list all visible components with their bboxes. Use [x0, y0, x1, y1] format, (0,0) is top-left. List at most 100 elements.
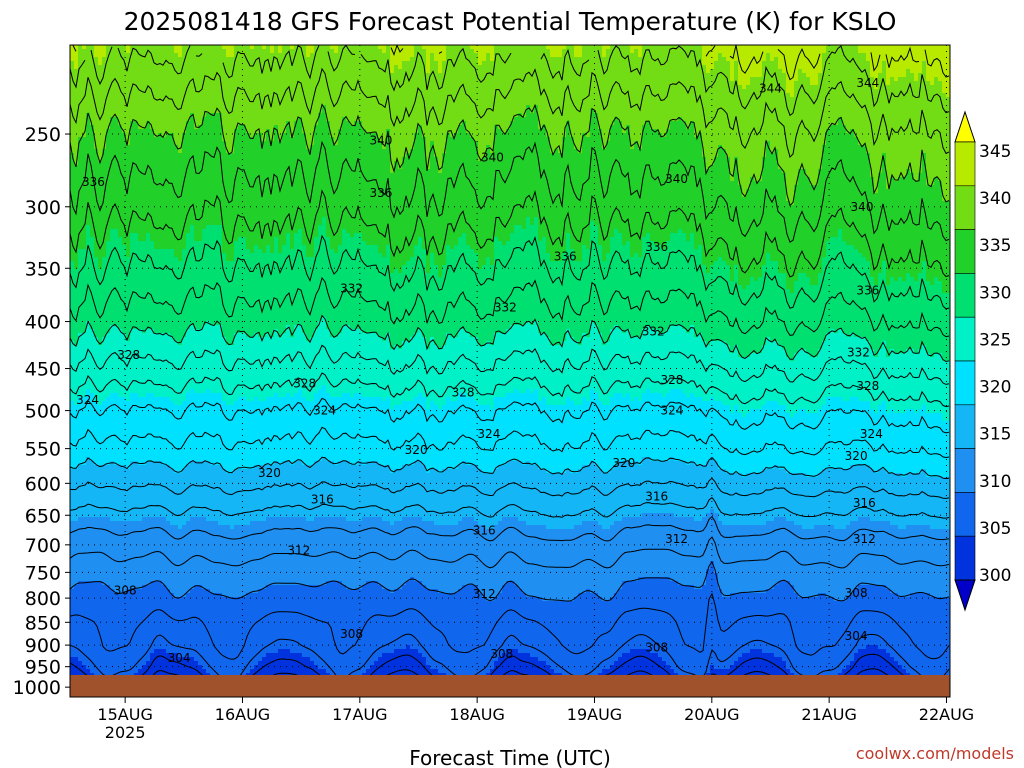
field-cell [294, 121, 302, 125]
field-cell [442, 157, 478, 161]
contour-label: 336 [645, 240, 668, 254]
field-cell [798, 73, 806, 77]
field-cell [70, 469, 174, 473]
field-cell [70, 577, 410, 581]
field-cell [874, 353, 878, 357]
field-cell [654, 241, 666, 245]
field-cell [106, 241, 122, 245]
field-cell [926, 273, 950, 277]
field-cell [546, 129, 566, 133]
field-cell [718, 573, 950, 577]
field-cell [798, 169, 806, 173]
field-cell [478, 521, 498, 525]
field-cell [630, 145, 634, 149]
field-cell [546, 333, 566, 337]
field-cell [494, 49, 550, 53]
field-cell [362, 125, 418, 129]
field-cell [70, 637, 950, 641]
field-cell [910, 169, 922, 173]
field-cell [786, 89, 794, 93]
field-cell [390, 269, 394, 273]
field-cell [766, 261, 778, 265]
contour-label: 312 [473, 587, 496, 601]
field-cell [154, 329, 186, 333]
field-cell [306, 45, 314, 49]
field-cell [926, 169, 950, 173]
field-cell [742, 189, 746, 193]
field-cell [566, 397, 570, 401]
field-cell [70, 461, 86, 465]
contour-label: 324 [313, 404, 336, 418]
field-cell [822, 65, 870, 69]
field-cell [70, 277, 730, 281]
field-cell [278, 649, 290, 653]
field-cell [138, 121, 146, 125]
field-cell [426, 465, 458, 469]
field-cell [190, 389, 194, 393]
field-cell [126, 337, 130, 341]
field-cell [538, 465, 582, 469]
field-cell [70, 569, 706, 573]
field-cell [106, 249, 126, 253]
field-cell [878, 273, 886, 277]
field-cell [602, 337, 610, 341]
field-cell [726, 469, 762, 473]
field-cell [526, 521, 582, 525]
field-cell [382, 585, 402, 589]
field-cell [254, 465, 390, 469]
field-cell [446, 337, 478, 341]
field-cell [730, 169, 734, 173]
field-cell [866, 257, 950, 261]
field-cell [386, 49, 390, 53]
field-cell [598, 233, 614, 237]
field-cell [290, 125, 294, 129]
field-cell [550, 49, 562, 53]
field-cell [70, 665, 86, 669]
field-cell [410, 257, 426, 261]
field-cell [574, 53, 582, 57]
field-cell [570, 133, 582, 137]
colorbar-label: 305 [979, 519, 1011, 539]
field-cell [602, 45, 610, 49]
field-cell [622, 237, 642, 241]
field-cell [350, 233, 354, 237]
contour-label: 324 [477, 427, 500, 441]
field-cell [438, 405, 442, 409]
field-cell [478, 261, 486, 265]
field-cell [602, 137, 610, 141]
field-cell [70, 489, 950, 493]
field-cell [702, 57, 718, 61]
field-cell [382, 397, 386, 401]
field-cell [186, 125, 194, 129]
x-tick-label: 21AUG [801, 705, 856, 724]
field-cell [582, 45, 602, 49]
field-cell [942, 413, 950, 417]
field-cell [94, 49, 106, 53]
field-cell [878, 349, 886, 353]
field-cell [610, 125, 622, 129]
field-cell [346, 117, 514, 121]
field-cell [282, 249, 306, 253]
field-cell [914, 73, 918, 77]
field-cell [866, 57, 950, 61]
y-tick-label: 900 [25, 635, 61, 657]
field-cell [890, 521, 950, 525]
plot-frame [69, 44, 951, 698]
field-cell [574, 49, 582, 53]
field-cell [726, 149, 766, 153]
contour-label: 324 [860, 427, 883, 441]
field-cell [578, 593, 598, 597]
field-cell [878, 73, 886, 77]
field-cell [706, 165, 710, 169]
field-cell [822, 405, 870, 409]
field-cell [282, 45, 290, 49]
field-cell [338, 45, 378, 49]
field-cell [314, 253, 382, 257]
field-cell [926, 269, 950, 273]
field-cell [434, 253, 446, 257]
field-cell [222, 117, 298, 121]
field-cell [802, 69, 822, 73]
field-cell [786, 349, 798, 353]
field-cell [382, 653, 422, 657]
field-cell [314, 329, 330, 333]
